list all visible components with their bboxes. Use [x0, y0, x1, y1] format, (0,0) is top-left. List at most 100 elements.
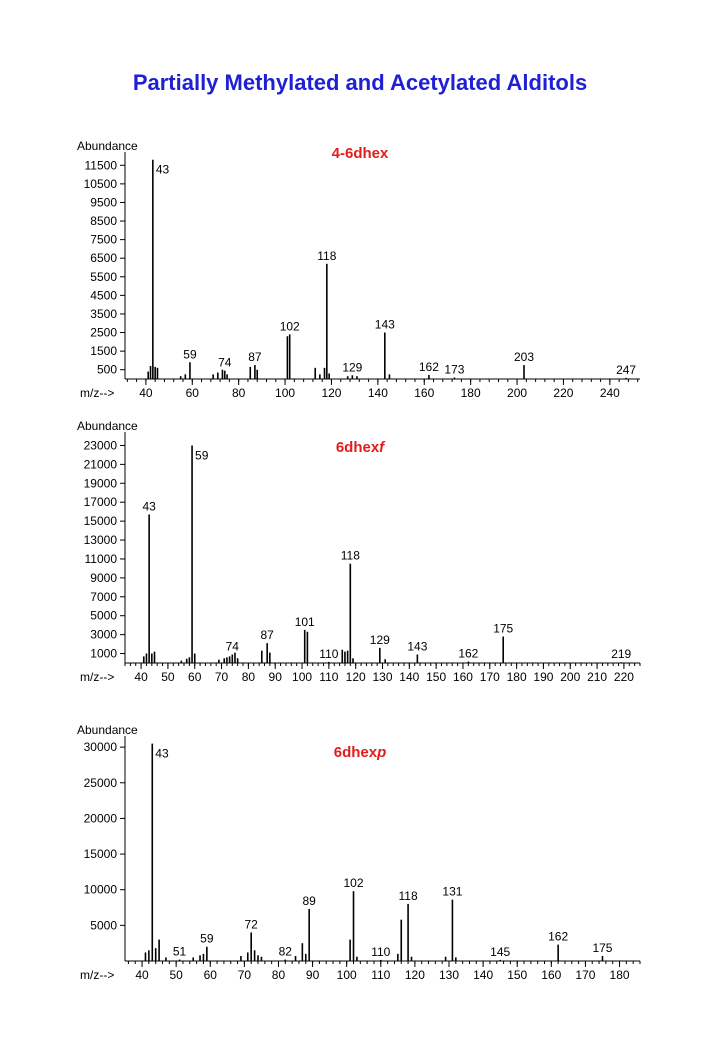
- peak-label: 59: [200, 932, 214, 946]
- peak-label: 173: [444, 363, 464, 377]
- spectrum-chart-6dhexp: Abundance 6dhexp 5000 10000 15000 20000 25000 3…: [0, 720, 720, 988]
- y-tick-label: 20000: [84, 811, 118, 825]
- peak-label: 219: [611, 647, 631, 661]
- peak-label: 87: [248, 350, 262, 364]
- peak-label: 131: [442, 885, 462, 899]
- x-tick-label: 140: [368, 386, 388, 400]
- peak-label: 162: [419, 360, 439, 374]
- x-tick-label: 70: [238, 968, 252, 982]
- peak-label: 175: [592, 941, 612, 955]
- x-tick-label: 60: [188, 670, 202, 682]
- peak-label: 143: [407, 639, 427, 653]
- x-tick-label: 190: [533, 670, 553, 682]
- y-tick-label: 3000: [90, 628, 117, 642]
- y-tick-label: 15000: [84, 847, 118, 861]
- x-tick-label: 80: [242, 670, 256, 682]
- peak-label: 143: [375, 318, 395, 332]
- peak-label: 129: [342, 360, 362, 374]
- x-tick-label: 210: [587, 670, 607, 682]
- peak-label: 51: [173, 945, 187, 959]
- x-tick-label: 140: [399, 670, 419, 682]
- x-tick-label: 120: [321, 386, 341, 400]
- peak-label: 89: [302, 894, 316, 908]
- peak-label: 247: [616, 363, 636, 377]
- y-tick-label: 10500: [84, 177, 118, 191]
- peak-label: 175: [493, 622, 513, 636]
- x-tick-label: 180: [461, 386, 481, 400]
- peak-label: 102: [280, 319, 300, 333]
- panel-title: 6dhexp: [334, 744, 387, 761]
- x-tick-label: 150: [426, 670, 446, 682]
- y-tick-label: 500: [97, 363, 117, 377]
- spectrum-chart-4-6dhex: Abundance 4-6dhex 500 1500 2500 3500 4500 5500 6…: [0, 140, 720, 402]
- x-tick-label: 60: [186, 386, 200, 400]
- y-tick-label: 7000: [90, 590, 117, 604]
- x-tick-label: 80: [232, 386, 246, 400]
- y-tick-label: 6500: [90, 251, 117, 265]
- peak-label: 74: [226, 639, 240, 653]
- x-tick-label: 110: [371, 968, 390, 982]
- y-tick-label: 15000: [84, 514, 118, 528]
- x-tick-label: 40: [139, 386, 153, 400]
- y-tick-label: 11500: [85, 158, 118, 172]
- y-tick-label: 5000: [90, 918, 117, 932]
- y-tick-label: 13000: [84, 533, 118, 547]
- x-tick-label: 140: [473, 968, 493, 982]
- y-tick-label: 25000: [84, 776, 118, 790]
- peak-label: 110: [371, 945, 390, 959]
- x-tick-label: 200: [560, 670, 580, 682]
- peak-label: 203: [514, 350, 534, 364]
- peak-label: 43: [155, 747, 169, 761]
- y-tick-label: 7500: [90, 233, 117, 247]
- x-tick-label: 160: [453, 670, 473, 682]
- y-axis-label: Abundance: [77, 420, 138, 433]
- peak-label: 129: [370, 633, 390, 647]
- x-tick-label: 70: [215, 670, 229, 682]
- y-axis-label: Abundance: [77, 723, 138, 737]
- peak-label: 72: [245, 917, 259, 931]
- peak-label: 87: [260, 628, 274, 642]
- y-tick-label: 4500: [90, 288, 117, 302]
- y-tick-label: 5000: [90, 609, 117, 623]
- x-tick-label: 130: [372, 670, 392, 682]
- peak-label: 118: [341, 549, 360, 563]
- y-tick-label: 21000: [84, 457, 118, 471]
- peak-label: 162: [458, 647, 478, 661]
- x-tick-label: 160: [414, 386, 434, 400]
- spectrum-svg-6dhexf: Abundance 6dhexf 1000 3000 5000 7000 9000 11000…: [77, 420, 641, 682]
- peak-label: 101: [295, 615, 315, 629]
- x-tick-label: 100: [292, 670, 312, 682]
- y-tick-label: 11000: [85, 552, 118, 566]
- x-tick-label: 80: [272, 968, 286, 982]
- peak-label: 118: [317, 249, 336, 263]
- x-tick-label: 220: [553, 386, 573, 400]
- peak-label: 43: [156, 163, 170, 177]
- x-tick-label: 170: [480, 670, 500, 682]
- y-tick-label: 5500: [90, 270, 117, 284]
- x-tick-label: 40: [135, 968, 149, 982]
- y-tick-label: 30000: [84, 740, 118, 754]
- x-tick-label: 50: [161, 670, 175, 682]
- x-tick-label: 150: [507, 968, 527, 982]
- peak-label: 59: [183, 347, 197, 361]
- y-tick-label: 2500: [90, 326, 117, 340]
- peak-label: 110: [319, 647, 338, 661]
- y-tick-label: 23000: [84, 438, 118, 452]
- peak-label: 74: [218, 356, 232, 370]
- y-tick-label: 19000: [84, 476, 118, 490]
- page-title: Partially Methylated and Acetylated Aldi…: [132, 70, 588, 95]
- peak-label: 43: [142, 500, 156, 514]
- x-tick-label: 200: [507, 386, 527, 400]
- spectrum-svg-4-6dhex: Abundance 4-6dhex 500 1500 2500 3500 4500 5500 6…: [77, 140, 640, 400]
- y-axis-label: Abundance: [77, 140, 138, 153]
- y-tick-label: 1000: [90, 647, 117, 661]
- peak-label: 118: [399, 889, 418, 903]
- x-tick-label: 180: [610, 968, 630, 982]
- y-tick-label: 9000: [90, 571, 117, 585]
- x-tick-label: 60: [204, 968, 218, 982]
- x-tick-label: 170: [575, 968, 595, 982]
- x-tick-label: 110: [319, 670, 338, 682]
- x-tick-label: 40: [134, 670, 148, 682]
- panel-title: 6dhexf: [336, 439, 386, 456]
- x-axis-label: m/z-->: [80, 968, 114, 982]
